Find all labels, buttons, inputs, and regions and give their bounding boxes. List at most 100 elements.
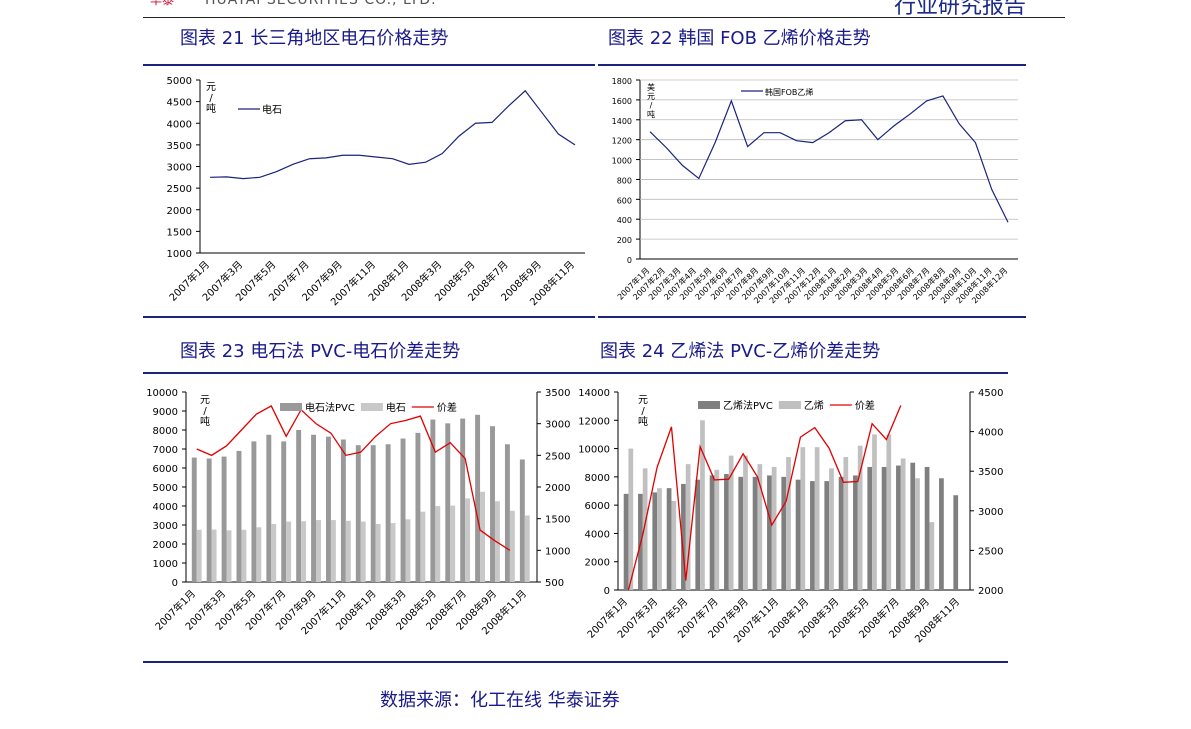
chart24-y-label: / <box>641 406 645 417</box>
chart24-bar <box>671 500 677 590</box>
chart24-bar <box>700 420 705 590</box>
chart22-y-label: 元 <box>647 92 655 101</box>
chart24-bar <box>709 475 715 590</box>
chart24-top-rule <box>577 372 1008 374</box>
chart23-bar <box>206 458 212 582</box>
chart23-y-tick-label: 10000 <box>146 388 178 399</box>
chart24-y-tick-label: 4000 <box>585 529 610 540</box>
chart24-bar <box>714 469 720 590</box>
chart23-y-tick-label: 8000 <box>153 426 178 437</box>
chart23-y-tick-label: 9000 <box>153 407 178 418</box>
chart21-y-tick-label: 1000 <box>167 249 192 260</box>
chart23-bar <box>524 515 530 582</box>
chart24-y2-tick-label: 2000 <box>978 586 1003 597</box>
chart24-bar <box>795 479 801 590</box>
chart23-bar <box>390 523 396 582</box>
chart22-y-tick-label: 200 <box>617 236 632 245</box>
chart23-bar <box>465 498 471 582</box>
chart24-legend-swatch <box>778 401 801 409</box>
chart24-y-tick-label: 2000 <box>585 558 610 569</box>
data-source: 数据来源：化工在线 华泰证券 <box>380 690 620 711</box>
chart23-y2-tick-label: 2500 <box>545 451 570 462</box>
chart24-bar <box>652 492 658 590</box>
chart24-bar <box>886 434 892 590</box>
company-name: HUATAI SECURITIES CO., LTD. <box>205 0 437 8</box>
chart23-bar <box>435 506 441 582</box>
chart23-y2-tick-label: 3000 <box>545 420 570 431</box>
chart23-y2-tick-label: 1500 <box>545 515 570 526</box>
chart23-bar <box>475 414 481 582</box>
chart24-bar <box>757 464 763 590</box>
chart21-top-rule <box>143 64 595 66</box>
chart22-y-tick-label: 1800 <box>612 77 632 86</box>
chart24-bar <box>881 466 887 590</box>
chart24-bar <box>628 448 634 590</box>
chart24-bar <box>810 481 815 590</box>
chart24-bar <box>857 445 863 590</box>
chart23-y2-tick-label: 3500 <box>545 388 570 399</box>
chart23-y-tick-label: 5000 <box>153 483 178 494</box>
chart24-y2-tick-label: 2500 <box>978 546 1003 557</box>
chart24-bar <box>681 483 686 590</box>
chart23-bar <box>196 529 202 582</box>
chart21-series-line <box>209 89 576 180</box>
chart22-series-line <box>649 95 1009 223</box>
chart23-bar <box>405 519 411 582</box>
chart22-title: 图表 22 韩国 FOB 乙烯价格走势 <box>608 28 871 49</box>
chart23-bar <box>480 491 485 582</box>
chart23-bar <box>504 444 510 582</box>
chart23-bar <box>256 527 262 582</box>
chart23-series-line <box>196 405 511 551</box>
chart23-bar <box>370 445 376 582</box>
chart24-bar <box>910 462 916 590</box>
chart24-legend-label: 乙烯法PVC <box>723 399 773 412</box>
chart21-y-tick-label: 4000 <box>167 119 192 130</box>
chart22-legend-label: 韩国FOB乙烯 <box>765 87 813 97</box>
chart23-bar <box>301 521 307 582</box>
chart23-y-tick-label: 6000 <box>153 464 178 475</box>
chart23-bar <box>430 419 436 582</box>
chart23-y-label: / <box>203 406 207 417</box>
chart22-y-tick-label: 800 <box>617 176 632 185</box>
chart23-y-tick-label: 1000 <box>153 559 178 570</box>
chart23-legend-swatch <box>280 403 302 411</box>
chart24-bar <box>896 465 901 590</box>
chart23-bar <box>330 520 336 582</box>
chart23-bottom-rule <box>143 661 577 663</box>
chart21-y-tick-label: 2500 <box>167 184 192 195</box>
chart23-bar <box>340 439 346 582</box>
chart24-bar <box>853 475 858 590</box>
chart23-y2-tick-label: 500 <box>545 578 564 589</box>
chart24-bar <box>915 478 920 590</box>
chart24-y-tick-label: 0 <box>604 586 610 597</box>
chart23-bar <box>316 520 321 582</box>
chart24-bar <box>685 464 691 590</box>
chart22-y-label: / <box>650 101 653 110</box>
chart23-bar <box>236 450 242 582</box>
chart24-bar <box>838 476 844 590</box>
chart24-y-tick-label: 6000 <box>585 501 610 512</box>
chart23-bar <box>415 432 421 582</box>
chart23-bar <box>311 434 317 582</box>
chart24-y-tick-label: 10000 <box>578 445 610 456</box>
chart24-y2-tick-label: 4500 <box>978 388 1003 399</box>
chart24-bar <box>657 488 662 590</box>
chart24-bottom-rule <box>577 661 1008 663</box>
chart23-legend-label: 电石法PVC <box>305 401 355 414</box>
chart24-legend-swatch <box>698 401 720 409</box>
chart24-bar <box>929 522 935 590</box>
chart22-y-tick-label: 1000 <box>612 157 632 166</box>
chart23-y2-tick-label: 1000 <box>545 546 570 557</box>
chart24-legend-label: 价差 <box>855 399 875 412</box>
chart23-bar <box>420 511 426 582</box>
chart23-bar <box>490 426 495 582</box>
chart23-bar <box>221 456 227 582</box>
chart21-y-tick-label: 3000 <box>167 163 192 174</box>
chart24-bar <box>829 468 834 590</box>
chart22-top-rule <box>598 64 1026 66</box>
chart21-y-label: 吨 <box>206 102 216 115</box>
chart23-bar <box>450 505 456 582</box>
chart22-y-tick-label: 400 <box>617 216 632 225</box>
chart24-bar <box>666 488 672 590</box>
chart23-y-label: 元 <box>200 395 210 406</box>
